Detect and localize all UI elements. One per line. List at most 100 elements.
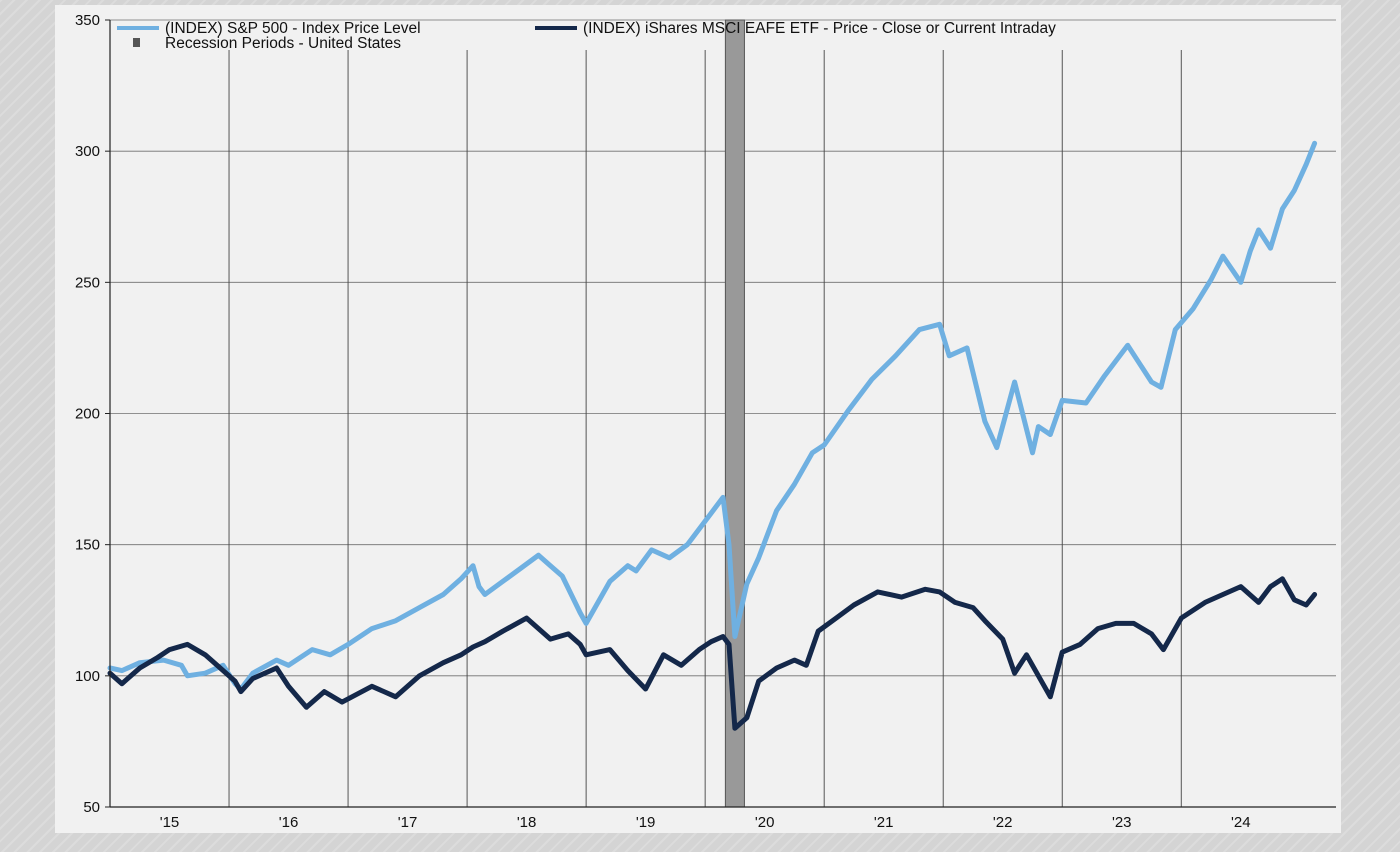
- data-point-eafe: [679, 663, 684, 668]
- data-point-sp500: [709, 511, 714, 516]
- data-point-eafe: [137, 665, 142, 670]
- data-point-eafe: [1238, 584, 1243, 589]
- data-point-sp500: [685, 542, 690, 547]
- data-point-sp500: [947, 353, 952, 358]
- y-tick-label: 100: [75, 668, 100, 685]
- data-point-eafe: [203, 652, 208, 657]
- data-point-sp500: [869, 377, 874, 382]
- data-point-eafe: [1095, 626, 1100, 631]
- data-point-eafe: [953, 600, 958, 605]
- data-point-sp500: [459, 576, 464, 581]
- data-point-sp500: [994, 445, 999, 450]
- data-point-eafe: [1312, 592, 1317, 597]
- data-point-eafe: [1280, 576, 1285, 581]
- y-tick-label: 200: [75, 406, 100, 423]
- data-point-eafe: [1161, 647, 1166, 652]
- data-point-eafe: [340, 700, 345, 705]
- data-point-sp500: [548, 563, 553, 568]
- data-point-sp500: [274, 658, 279, 663]
- data-point-eafe: [232, 679, 237, 684]
- series-lines: [107, 140, 1318, 731]
- data-point-eafe: [1304, 603, 1309, 608]
- legend-label-sp500: (INDEX) S&P 500 - Index Price Level: [165, 20, 421, 37]
- data-point-sp500: [756, 555, 761, 560]
- data-point-sp500: [1030, 450, 1035, 455]
- data-point-sp500: [560, 574, 565, 579]
- data-point-sp500: [732, 634, 737, 639]
- data-point-eafe: [1131, 621, 1136, 626]
- legend-label-eafe: (INDEX) iShares MSCI EAFE ETF - Price - …: [583, 20, 1056, 37]
- data-point-sp500: [536, 553, 541, 558]
- x-tick-label: '17: [398, 814, 418, 831]
- data-point-sp500: [1191, 306, 1196, 311]
- legend-label-recession: Recession Periods - United States: [165, 35, 401, 52]
- data-point-eafe: [566, 631, 571, 636]
- data-point-eafe: [721, 634, 725, 639]
- data-point-sp500: [1060, 398, 1065, 403]
- data-point-eafe: [697, 647, 702, 652]
- x-tick-label: '18: [517, 814, 537, 831]
- data-point-eafe: [548, 637, 553, 642]
- data-point-eafe: [643, 686, 648, 691]
- data-point-sp500: [1084, 401, 1089, 406]
- data-point-sp500: [310, 647, 315, 652]
- data-point-sp500: [607, 579, 612, 584]
- data-point-eafe: [459, 652, 464, 657]
- data-point-eafe: [286, 684, 291, 689]
- x-tick-label: '24: [1231, 814, 1251, 831]
- data-point-eafe: [441, 660, 446, 665]
- data-point-sp500: [471, 563, 476, 568]
- data-point-sp500: [634, 568, 639, 573]
- legend-swatch-recession: [133, 38, 140, 47]
- data-point-sp500: [822, 442, 827, 447]
- data-point-sp500: [328, 652, 333, 657]
- data-point-sp500: [1248, 248, 1253, 253]
- data-point-eafe: [834, 616, 839, 621]
- data-point-sp500: [1256, 227, 1261, 232]
- data-point-sp500: [346, 642, 351, 647]
- data-point-eafe: [155, 655, 160, 660]
- data-point-sp500: [482, 592, 487, 597]
- data-point-eafe: [215, 663, 220, 668]
- data-point-eafe: [804, 663, 809, 668]
- data-point-sp500: [1036, 424, 1041, 429]
- data-point-sp500: [982, 419, 987, 424]
- data-point-sp500: [1209, 277, 1214, 282]
- data-point-eafe: [774, 665, 779, 670]
- data-point-sp500: [203, 671, 208, 676]
- data-point-sp500: [584, 621, 589, 626]
- data-point-sp500: [179, 663, 184, 668]
- data-point-eafe: [250, 676, 255, 681]
- data-point-eafe: [482, 639, 487, 644]
- data-point-sp500: [518, 566, 523, 571]
- data-point-sp500: [1304, 162, 1309, 167]
- data-point-eafe: [661, 652, 666, 657]
- data-point-sp500: [1173, 327, 1178, 332]
- data-point-sp500: [137, 660, 142, 665]
- data-point-sp500: [721, 495, 725, 500]
- data-point-sp500: [250, 671, 255, 676]
- data-point-sp500: [369, 626, 374, 631]
- data-point-eafe: [607, 647, 612, 652]
- data-point-sp500: [393, 618, 398, 623]
- data-point-eafe: [1256, 600, 1261, 605]
- data-point-eafe: [816, 629, 821, 634]
- line-chart: 50 100 150 200 250 300 350 '15 '16 '17 '18 '19 '20 '2…: [75, 12, 1336, 831]
- data-point-sp500: [1149, 380, 1154, 385]
- data-point-sp500: [500, 579, 505, 584]
- data-point-sp500: [649, 547, 654, 552]
- data-point-sp500: [774, 508, 779, 513]
- y-tick-label: 150: [75, 537, 100, 554]
- data-point-sp500: [667, 555, 672, 560]
- data-point-eafe: [744, 715, 749, 720]
- data-point-eafe: [185, 642, 190, 647]
- data-point-sp500: [286, 663, 291, 668]
- x-tick-label: '23: [1112, 814, 1132, 831]
- data-point-sp500: [1101, 374, 1106, 379]
- data-point-eafe: [274, 665, 279, 670]
- data-point-eafe: [726, 642, 731, 647]
- data-point-eafe: [119, 681, 124, 686]
- data-point-eafe: [1292, 597, 1297, 602]
- chart-frame: 50 100 150 200 250 300 350 '15 '16 '17 '18 '19 '20 '2…: [55, 5, 1341, 833]
- data-point-sp500: [1268, 246, 1273, 251]
